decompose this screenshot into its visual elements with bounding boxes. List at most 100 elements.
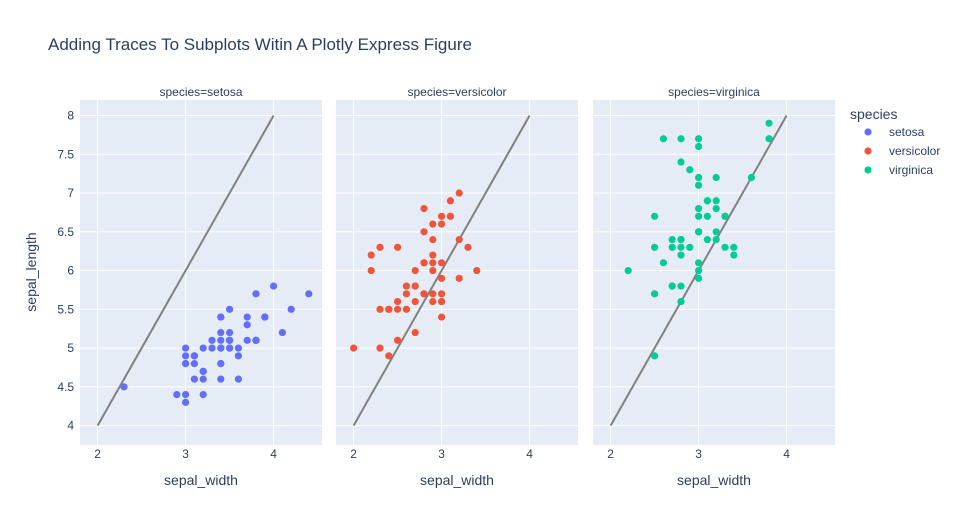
data-point-setosa[interactable] [243,313,251,321]
data-point-setosa[interactable] [208,336,216,344]
data-point-virginica[interactable] [677,158,685,166]
data-point-setosa[interactable] [217,313,225,321]
data-point-virginica[interactable] [703,235,712,244]
data-point-versicolor[interactable] [376,243,384,251]
data-point-versicolor[interactable] [429,297,437,306]
data-point-virginica[interactable] [695,274,703,282]
data-point-versicolor[interactable] [438,220,446,228]
data-point-virginica[interactable] [651,212,659,220]
data-point-setosa[interactable] [226,344,234,352]
data-point-setosa[interactable] [287,305,295,313]
data-point-setosa[interactable] [234,375,242,383]
legend-item-setosa[interactable]: setosa [864,125,925,139]
data-point-setosa[interactable] [234,344,242,352]
data-point-versicolor[interactable] [394,336,402,344]
data-point-setosa[interactable] [190,359,198,368]
data-point-setosa[interactable] [243,321,251,329]
data-point-versicolor[interactable] [385,305,393,313]
data-point-virginica[interactable] [703,212,712,220]
data-point-virginica[interactable] [668,235,676,244]
data-point-setosa[interactable] [305,290,313,298]
data-point-virginica[interactable] [695,228,703,236]
data-point-virginica[interactable] [677,251,685,259]
legend-item-versicolor[interactable]: versicolor [864,144,940,158]
data-point-virginica[interactable] [668,282,676,290]
data-point-virginica[interactable] [730,243,738,251]
data-point-versicolor[interactable] [429,266,437,275]
data-point-setosa[interactable] [199,391,207,399]
data-point-virginica[interactable] [659,135,668,143]
data-point-versicolor[interactable] [420,290,428,298]
data-point-virginica[interactable] [721,212,729,220]
data-point-versicolor[interactable] [420,259,428,267]
data-point-versicolor[interactable] [473,266,481,275]
data-point-setosa[interactable] [217,328,225,337]
data-point-virginica[interactable] [712,204,720,213]
data-point-setosa[interactable] [278,328,286,337]
data-point-virginica[interactable] [765,135,773,143]
data-point-versicolor[interactable] [367,251,375,259]
data-point-versicolor[interactable] [394,305,402,313]
data-point-versicolor[interactable] [367,266,375,275]
data-point-versicolor[interactable] [420,204,428,213]
data-point-versicolor[interactable] [429,290,437,298]
data-point-setosa[interactable] [182,344,190,352]
data-point-virginica[interactable] [703,197,712,205]
data-point-setosa[interactable] [182,352,190,360]
data-point-setosa[interactable] [208,344,216,352]
data-point-versicolor[interactable] [438,313,446,321]
data-point-versicolor[interactable] [438,297,446,306]
data-point-virginica[interactable] [747,173,756,182]
data-point-virginica[interactable] [712,173,720,182]
data-point-setosa[interactable] [270,282,278,290]
data-point-virginica[interactable] [651,352,659,360]
data-point-virginica[interactable] [712,235,720,244]
data-point-setosa[interactable] [217,359,225,368]
data-point-setosa[interactable] [243,336,251,344]
data-point-setosa[interactable] [252,336,260,344]
data-point-setosa[interactable] [226,305,234,313]
data-point-versicolor[interactable] [429,220,437,228]
data-point-setosa[interactable] [182,398,190,406]
data-point-versicolor[interactable] [402,282,410,290]
data-point-setosa[interactable] [182,391,190,399]
data-point-virginica[interactable] [668,243,676,251]
data-point-setosa[interactable] [261,313,269,321]
data-point-versicolor[interactable] [402,305,410,313]
data-point-versicolor[interactable] [376,305,384,313]
data-point-virginica[interactable] [686,243,694,251]
data-point-virginica[interactable] [659,259,668,267]
data-point-versicolor[interactable] [411,328,419,337]
data-point-virginica[interactable] [686,166,694,174]
data-point-versicolor[interactable] [455,235,463,244]
data-point-virginica[interactable] [677,297,685,306]
data-point-versicolor[interactable] [376,344,384,352]
data-point-versicolor[interactable] [429,259,437,267]
data-point-versicolor[interactable] [394,243,402,251]
data-point-setosa[interactable] [226,328,234,337]
data-point-versicolor[interactable] [420,228,428,236]
data-point-setosa[interactable] [199,344,207,352]
data-point-setosa[interactable] [234,352,242,360]
data-point-virginica[interactable] [695,142,703,151]
data-point-virginica[interactable] [712,197,720,205]
data-point-virginica[interactable] [695,173,703,182]
data-point-versicolor[interactable] [429,235,437,244]
data-point-versicolor[interactable] [411,282,419,290]
data-point-versicolor[interactable] [385,352,393,360]
data-point-versicolor[interactable] [455,189,463,197]
data-point-versicolor[interactable] [438,212,446,220]
data-point-versicolor[interactable] [438,274,446,282]
data-point-virginica[interactable] [695,266,703,275]
data-point-virginica[interactable] [677,282,685,290]
data-point-versicolor[interactable] [350,344,358,352]
data-point-setosa[interactable] [190,375,198,383]
data-point-setosa[interactable] [190,352,198,360]
data-point-versicolor[interactable] [411,297,419,306]
data-point-setosa[interactable] [173,391,181,399]
data-point-setosa[interactable] [217,336,225,344]
data-point-virginica[interactable] [695,204,703,213]
data-point-virginica[interactable] [712,228,720,236]
data-point-virginica[interactable] [624,266,632,275]
data-point-versicolor[interactable] [402,290,410,298]
